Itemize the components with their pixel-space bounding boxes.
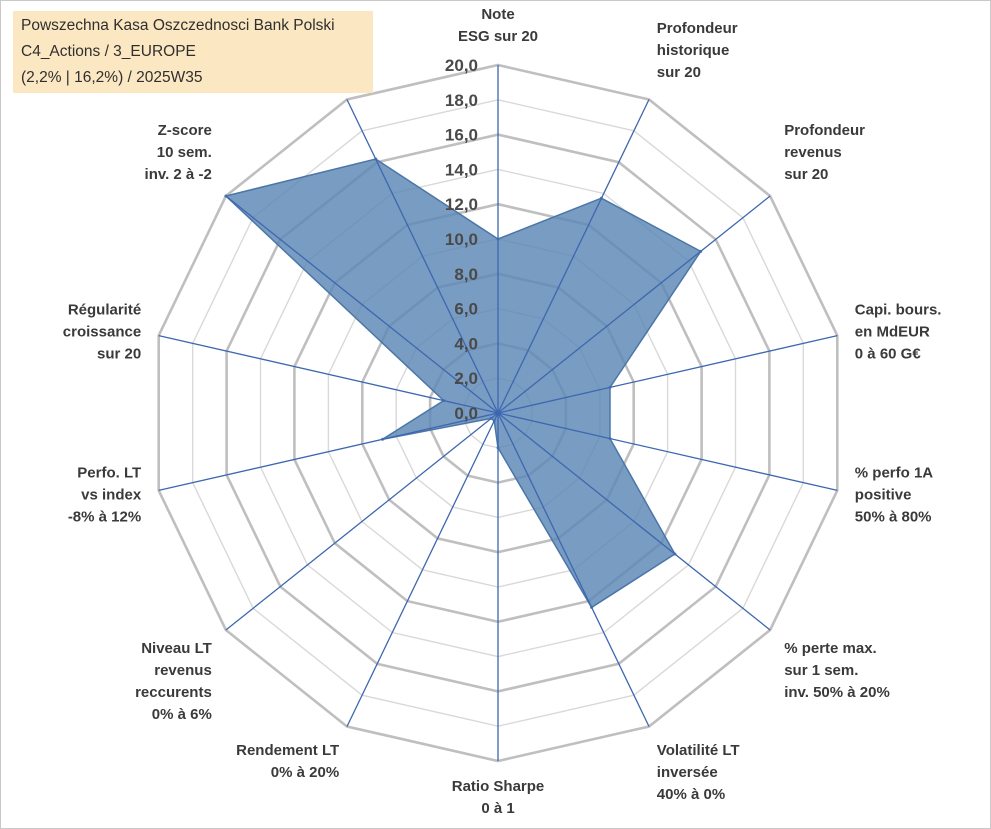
axis-label: sur 20 [97, 346, 141, 363]
tick-label: 14,0 [445, 160, 478, 179]
axis-label: 0 à 60 G€ [855, 346, 922, 363]
tick-label: 8,0 [454, 265, 478, 284]
axis-label: Rendement LT [236, 742, 339, 759]
axis-spoke [497, 195, 771, 414]
axis-label: Profondeur [784, 122, 865, 139]
axis-label: % perfo 1A [855, 464, 934, 481]
axis-label: sur 1 sem. [784, 662, 858, 679]
axis-label: Perfo. LT [77, 464, 141, 481]
axis-label: croissance [63, 324, 141, 341]
axis-label: -8% à 12% [68, 508, 141, 525]
tick-label: 10,0 [445, 230, 478, 249]
axis-label: positive [855, 486, 912, 503]
axis-label: 10 sem. [157, 144, 212, 161]
axis-label: inv. 2 à -2 [145, 166, 212, 183]
axis-label: vs index [81, 486, 142, 503]
axis-spoke [346, 412, 499, 727]
axis-label: revenus [784, 144, 842, 161]
axis-spoke [158, 412, 499, 492]
axis-label: sur 20 [784, 166, 828, 183]
tick-label: 12,0 [445, 195, 478, 214]
axis-label: 40% à 0% [657, 786, 725, 803]
axis-label: 0% à 20% [271, 764, 339, 781]
axis-label: Régularité [68, 302, 141, 319]
axis-label: ESG sur 20 [458, 28, 538, 45]
axis-label: reccurents [135, 684, 212, 701]
axis-spoke [497, 99, 650, 414]
tick-label: 2,0 [454, 369, 478, 388]
tick-label: 18,0 [445, 91, 478, 110]
axis-label: revenus [154, 662, 212, 679]
axis-spoke [497, 334, 838, 414]
chart-title-box: Powszechna Kasa Oszczednosci Bank Polski… [13, 11, 373, 93]
chart-title-category: C4_Actions / 3_EUROPE [21, 43, 196, 60]
axis-label: 0 à 1 [481, 800, 514, 817]
axis-label: 50% à 80% [855, 508, 932, 525]
axis-label: inv. 50% à 20% [784, 684, 890, 701]
axis-spoke [225, 195, 499, 414]
axis-label: Volatilité LT [657, 742, 740, 759]
axis-label: Ratio Sharpe [452, 778, 545, 795]
axis-label: sur 20 [657, 64, 701, 81]
axis-label: Z-score [158, 122, 212, 139]
tick-label: 0,0 [454, 404, 478, 423]
axis-spoke [497, 412, 771, 631]
tick-label: 6,0 [454, 300, 478, 319]
axis-spoke [225, 412, 499, 631]
axis-label: Profondeur [657, 20, 738, 37]
tick-label: 16,0 [445, 126, 478, 145]
chart-title-stats: (2,2% | 16,2%) / 2025W35 [21, 69, 203, 86]
axis-label: historique [657, 42, 730, 59]
axis-label: 0% à 6% [152, 706, 212, 723]
axis-label: Niveau LT [141, 640, 212, 657]
axis-spoke [497, 412, 838, 492]
axis-label: en MdEUR [855, 324, 930, 341]
chart-title-company: Powszechna Kasa Oszczednosci Bank Polski [21, 17, 335, 34]
axis-spoke [346, 99, 499, 414]
axis-label: Capi. bours. [855, 302, 942, 319]
axis-spoke [158, 334, 499, 414]
axis-label: inversée [657, 764, 718, 781]
tick-label: 20,0 [445, 56, 478, 75]
axis-label: Note [481, 6, 514, 23]
tick-label: 4,0 [454, 334, 478, 353]
axis-label: % perte max. [784, 640, 877, 657]
axis-spoke [497, 412, 650, 727]
